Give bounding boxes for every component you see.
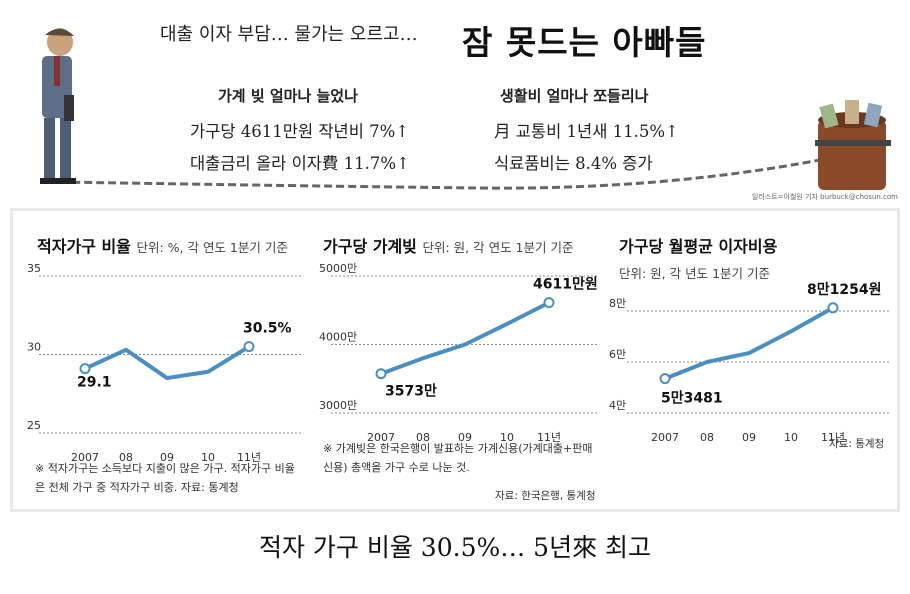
chart-3-data-label: 5만3481 xyxy=(661,391,723,407)
chart-1-svg: 35 30 25 2007 08 09 10 11년 29.1 30.5% xyxy=(27,262,303,464)
chart-2-x-tick: 08 xyxy=(416,431,430,444)
subtitle: 대출 이자 부담… 물가는 오르고… xyxy=(160,24,418,45)
illustration-credit: 일러스트=이철원 기자 burbuck@chosun.com xyxy=(751,193,898,201)
chart-2-x-tick: 11년 xyxy=(537,431,561,444)
left-column-title: 가계 빚 얼마나 늘었나 xyxy=(218,87,358,105)
chart-2-y-tick: 5000만 xyxy=(319,262,357,275)
chart-2-series-line xyxy=(379,300,551,376)
chart-1-x-tick: 09 xyxy=(160,451,174,464)
footer-headline: 적자 가구 비율 30.5%… 5년來 최고 xyxy=(258,533,652,562)
charts-panel: 적자가구 비율 단위: %, 각 연도 1분기 기준 35 30 25 2007 08 0… xyxy=(10,208,900,512)
right-column-line-1: 月 교통비 1년새 11.5%↑ xyxy=(494,122,679,141)
left-column-line-1: 가구당 4611만원 작년비 7%↑ xyxy=(190,122,410,141)
chart-1-data-label: 30.5% xyxy=(243,321,292,337)
chart-2-title-text: 가구당 가계빚 xyxy=(323,237,417,256)
chart-deficit-ratio: 적자가구 비율 단위: %, 각 연도 1분기 기준 35 30 25 2007 08 0… xyxy=(13,211,313,511)
chart-2-note: ※ 가계빚은 한국은행이 발표하는 가계신용(가계대출+판매신용) 총액을 가구… xyxy=(323,442,593,474)
chart-3-y-tick: 4만 xyxy=(609,399,626,412)
chart-interest-cost: 가구당 월평균 이자비용 단위: 원, 각 년도 1분기 기준 8만 6만 4만 20… xyxy=(605,211,897,511)
chart-2-x-tick: 2007 xyxy=(367,431,395,444)
chart-3-svg: 8만 6만 4만 2007 08 09 10 11년 5만3481 8만1254원 xyxy=(609,282,889,444)
chart-2-unit: 단위: 원, 각 연도 1분기 기준 xyxy=(422,240,574,255)
chart-1-y-tick: 35 xyxy=(27,262,41,275)
right-column-line-2: 식료품비는 8.4% 증가 xyxy=(494,154,653,173)
chart-2-svg: 5000만 4000만 3000만 2007 08 09 10 11년 3573만 4611만원 xyxy=(319,262,599,444)
header-banner: 대출 이자 부담… 물가는 오르고… 잠 못드는 아빠들 가계 빚 얼마나 늘었… xyxy=(0,0,910,205)
chart-3-y-tick: 8만 xyxy=(609,297,626,310)
chart-1-point xyxy=(79,363,91,375)
right-column-title: 생활비 얼마나 쪼들리나 xyxy=(500,87,649,105)
chart-1-series-line xyxy=(83,344,251,381)
chart-3-x-tick: 10 xyxy=(784,431,798,444)
chart-2-point xyxy=(543,297,555,309)
chart-2-y-tick: 3000만 xyxy=(319,399,357,412)
money-jar xyxy=(815,100,891,190)
chart-household-debt: 가구당 가계빚 단위: 원, 각 연도 1분기 기준 5000만 4000만 300… xyxy=(309,211,605,511)
chart-1-point xyxy=(243,341,255,353)
man-figure xyxy=(40,28,76,184)
chart-3-point xyxy=(659,373,671,385)
chart-2-point xyxy=(375,368,387,380)
chain-illustration xyxy=(59,158,821,190)
chart-1-title-text: 적자가구 비율 xyxy=(37,237,131,256)
chart-2-y-tick: 4000만 xyxy=(319,331,357,344)
chart-2-data-label: 3573만 xyxy=(385,384,437,400)
chart-1-x-tick: 11년 xyxy=(237,451,261,464)
chart-3-unit: 단위: 원, 각 년도 1분기 기준 xyxy=(619,266,771,281)
chart-1-unit: 단위: %, 각 연도 1분기 기준 xyxy=(136,240,288,255)
chart-1-note: ※ 적자가구는 소득보다 지출이 많은 가구. 적자가구 비율은 전체 가구 중… xyxy=(35,462,295,494)
chart-1-data-label: 29.1 xyxy=(77,375,112,391)
chart-3-source: 자료: 통계청 xyxy=(829,438,885,450)
chart-1-x-tick: 10 xyxy=(201,451,215,464)
chart-3-data-label: 8만1254원 xyxy=(807,282,881,298)
chart-1-x-tick: 2007 xyxy=(71,451,99,464)
chart-3-title: 가구당 월평균 이자비용 xyxy=(619,237,778,256)
chart-3-y-tick: 6만 xyxy=(609,348,626,361)
chart-2-title: 가구당 가계빚 단위: 원, 각 연도 1분기 기준 xyxy=(323,233,573,257)
headline: 잠 못드는 아빠들 xyxy=(462,23,707,62)
chart-1-x-tick: 08 xyxy=(119,451,133,464)
chart-2-source: 자료: 한국은행, 통계청 xyxy=(495,490,596,502)
left-column-line-2: 대출금리 올라 이자費 11.7%↑ xyxy=(190,154,410,173)
illustration xyxy=(40,28,891,190)
chart-2-x-tick: 09 xyxy=(458,431,472,444)
chart-1-y-tick: 30 xyxy=(27,341,41,354)
chart-1-title: 적자가구 비율 단위: %, 각 연도 1분기 기준 xyxy=(37,233,288,257)
chart-2-data-label: 4611만원 xyxy=(533,277,598,293)
chart-3-x-tick: 08 xyxy=(700,431,714,444)
chart-1-y-tick: 25 xyxy=(27,419,41,432)
chart-3-x-tick: 2007 xyxy=(651,431,679,444)
chart-3-series-line xyxy=(663,305,835,381)
chart-3-x-tick: 09 xyxy=(742,431,756,444)
chart-3-x-tick: 11년 xyxy=(821,431,845,444)
chart-2-x-tick: 10 xyxy=(500,431,514,444)
chart-3-point xyxy=(827,302,839,314)
